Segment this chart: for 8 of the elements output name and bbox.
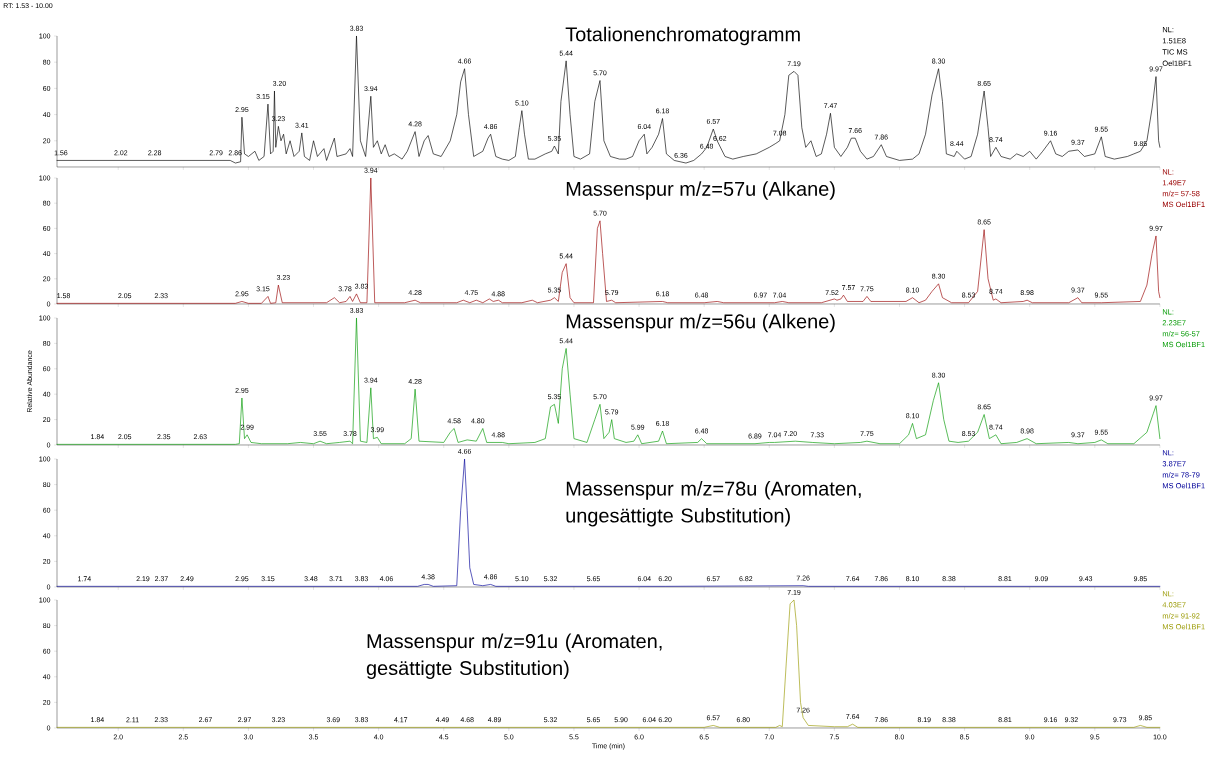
line-series xyxy=(56,458,1161,587)
text: Massenspur m/z=78u (Aromaten, ungesättigte Substitution) xyxy=(566,481,861,527)
chart-title: Massenspur m/z=57u (Alkane) xyxy=(566,181,835,200)
chart-title: Massenspur m/z=56u (Alkene) xyxy=(566,313,835,333)
chart-title: Totalionenchromatogramm xyxy=(565,26,800,46)
line-series xyxy=(56,599,1161,728)
line-series xyxy=(56,177,1161,304)
text: Massenspur m/z=91u (Aromaten, gesättigte Substitution) xyxy=(366,633,662,680)
